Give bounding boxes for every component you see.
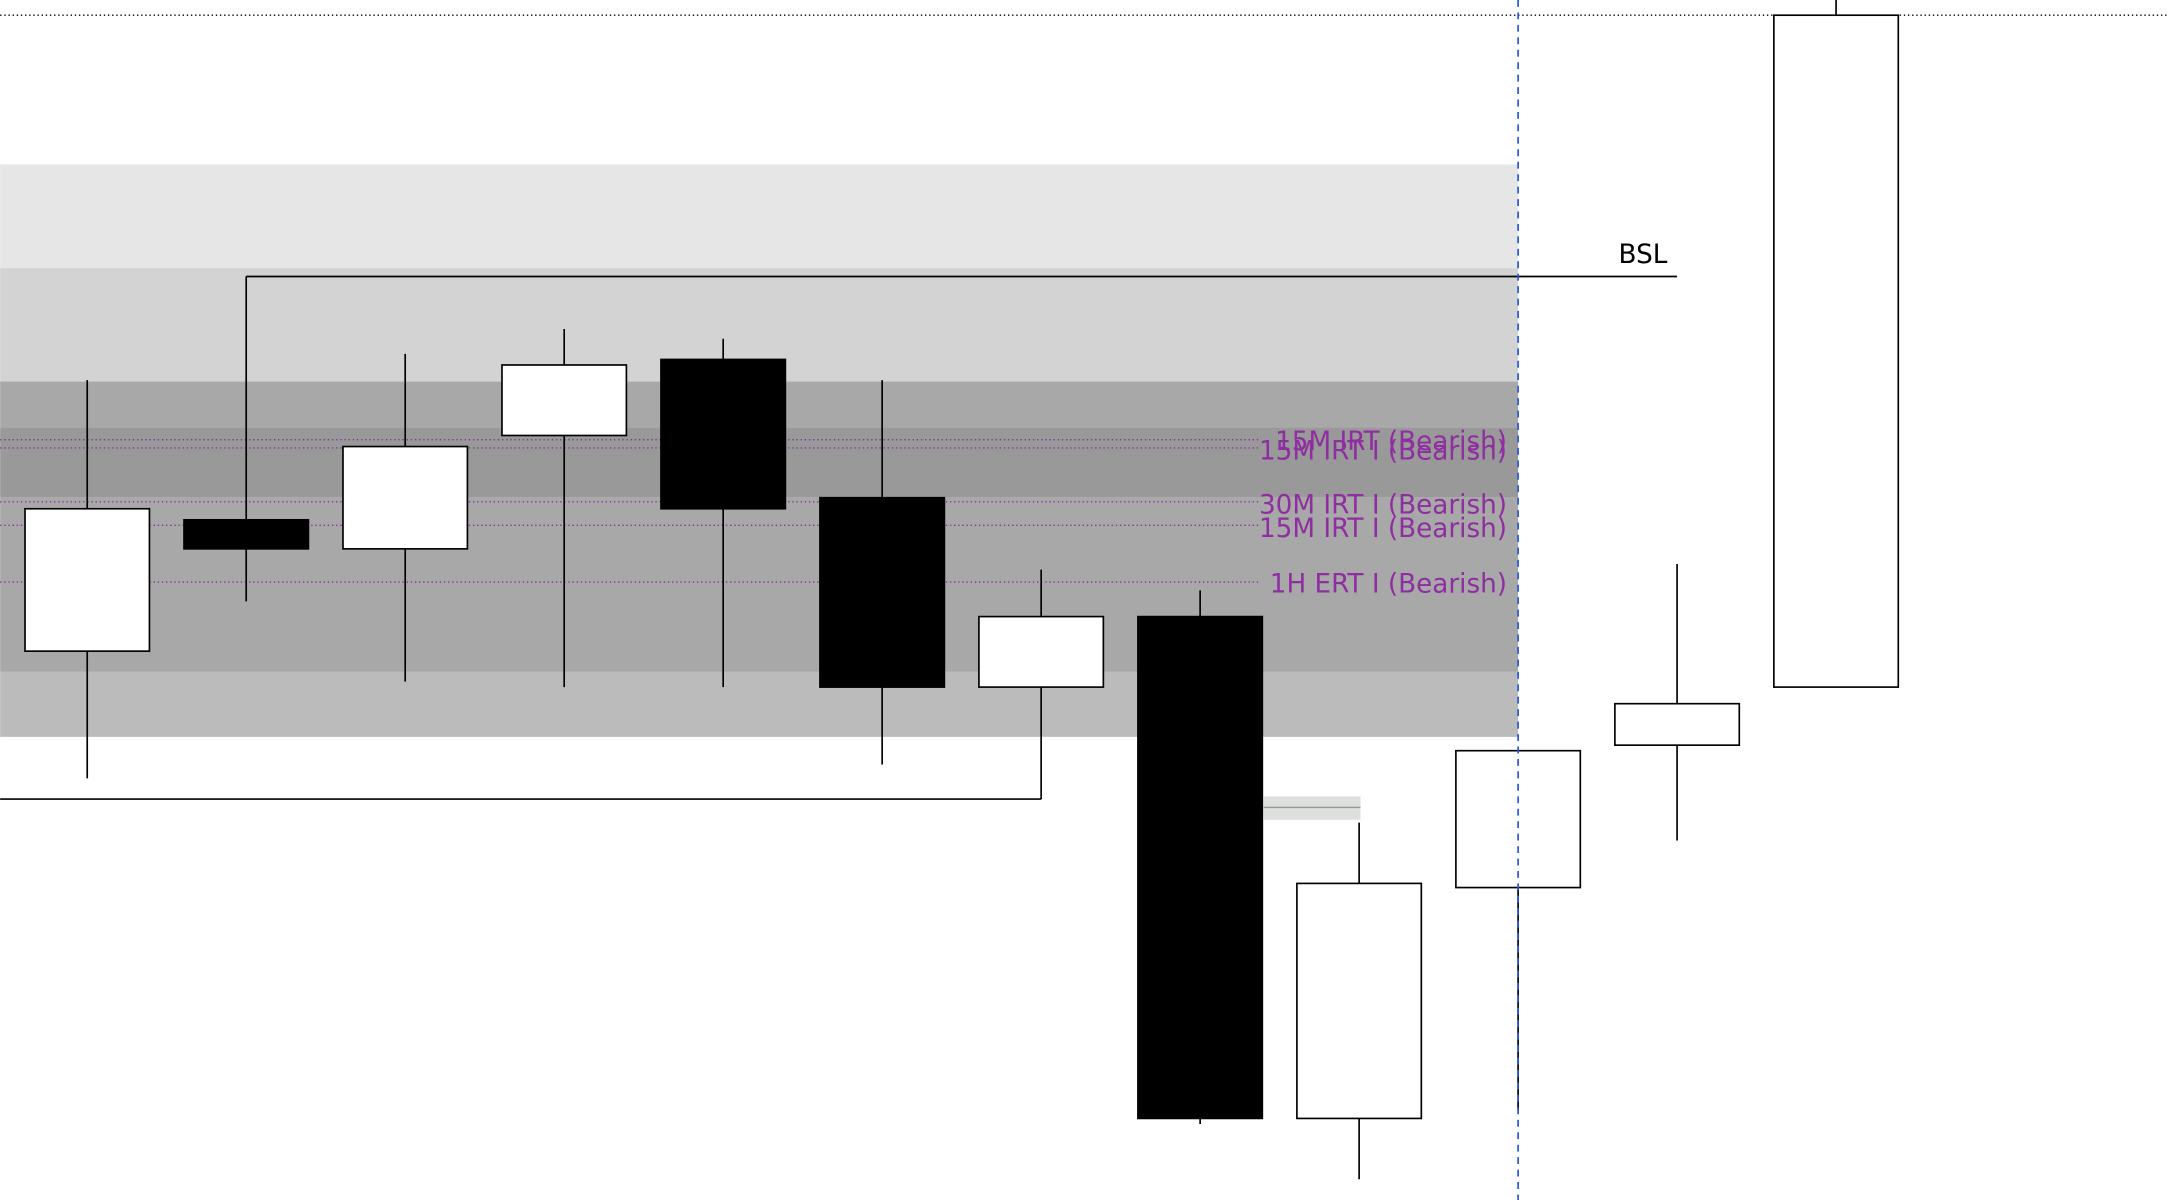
level-label: 15M IRT I (Bearish) [1259,514,1507,544]
bsl-label: BSL [1619,240,1668,270]
candle-body [819,496,946,688]
zone-band [0,671,1519,737]
candle-body [501,364,628,437]
candle-body [1773,14,1900,688]
candle-body [1137,615,1264,1120]
level-label: 30M IRT I (Bearish) [1259,490,1507,520]
level-label: 15M IRT I (Bearish) [1259,437,1507,467]
level-label: 15M IRT (Bearish) [1275,427,1507,457]
level-label: 1H ERT I (Bearish) [1270,569,1507,599]
candle-body [978,615,1105,688]
candle-body [183,518,310,550]
candle-body [660,358,787,510]
candle-body [1296,882,1423,1120]
candle-body [342,445,469,550]
candle-body [24,507,151,652]
candle-body [1455,749,1582,889]
candle-body [1614,702,1741,746]
zone-band [0,164,1519,269]
